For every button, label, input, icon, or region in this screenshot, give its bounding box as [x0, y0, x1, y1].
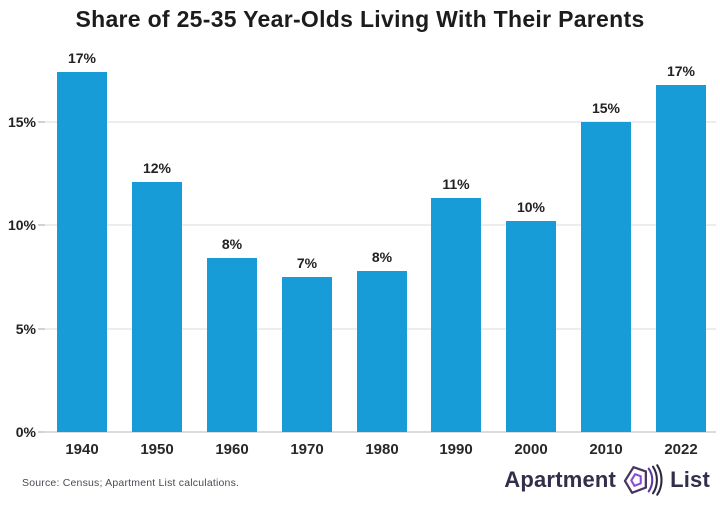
bar-value-label: 12% — [142, 160, 172, 176]
x-axis-baseline — [44, 431, 716, 433]
y-axis-tickmark — [38, 327, 45, 330]
apartment-list-house-pages-icon — [621, 461, 665, 499]
y-axis-tickmark — [38, 120, 45, 123]
bar — [357, 271, 407, 432]
x-tick-label: 1990 — [439, 441, 473, 458]
source-note: Source: Census; Apartment List calculati… — [22, 477, 240, 489]
bar — [581, 122, 631, 432]
x-tick-label: 2022 — [664, 441, 698, 458]
y-axis-tickmark — [38, 431, 45, 433]
x-tick-label: 2000 — [514, 441, 548, 458]
x-tick-label: 1940 — [65, 441, 99, 458]
y-tick-label: 10% — [7, 217, 36, 234]
y-axis-tickmark — [38, 224, 45, 227]
bar — [656, 85, 706, 432]
bar-value-label: 15% — [591, 100, 621, 116]
x-tick-label: 1970 — [290, 441, 324, 458]
y-tick-label: 5% — [15, 320, 36, 337]
apartment-list-logo: Apartment List — [504, 461, 710, 499]
bar — [282, 277, 332, 432]
logo-word-apartment: Apartment — [504, 467, 617, 492]
bar-value-label: 8% — [221, 236, 243, 252]
bar-value-label: 17% — [666, 63, 696, 79]
bar — [431, 198, 481, 432]
bar-value-label: 10% — [516, 199, 546, 215]
gridline — [44, 120, 716, 123]
bar — [132, 182, 182, 432]
y-tick-label: 15% — [7, 113, 36, 130]
logo-word-list: List — [670, 467, 710, 492]
bar — [57, 72, 107, 432]
chart-title: Share of 25-35 Year-Olds Living With The… — [75, 6, 645, 32]
x-tick-label: 1960 — [215, 441, 249, 458]
y-tick-label: 0% — [15, 424, 36, 440]
bar-value-label: 8% — [371, 249, 393, 265]
bar-value-label: 11% — [442, 176, 470, 192]
bar — [506, 221, 556, 432]
bar-value-label: 17% — [67, 50, 97, 66]
x-tick-label: 1950 — [140, 441, 174, 458]
gridline — [44, 224, 716, 227]
bar-value-label: 7% — [296, 255, 318, 271]
x-tick-label: 2010 — [589, 441, 623, 458]
x-tick-label: 1980 — [365, 441, 399, 458]
bar — [207, 258, 257, 432]
